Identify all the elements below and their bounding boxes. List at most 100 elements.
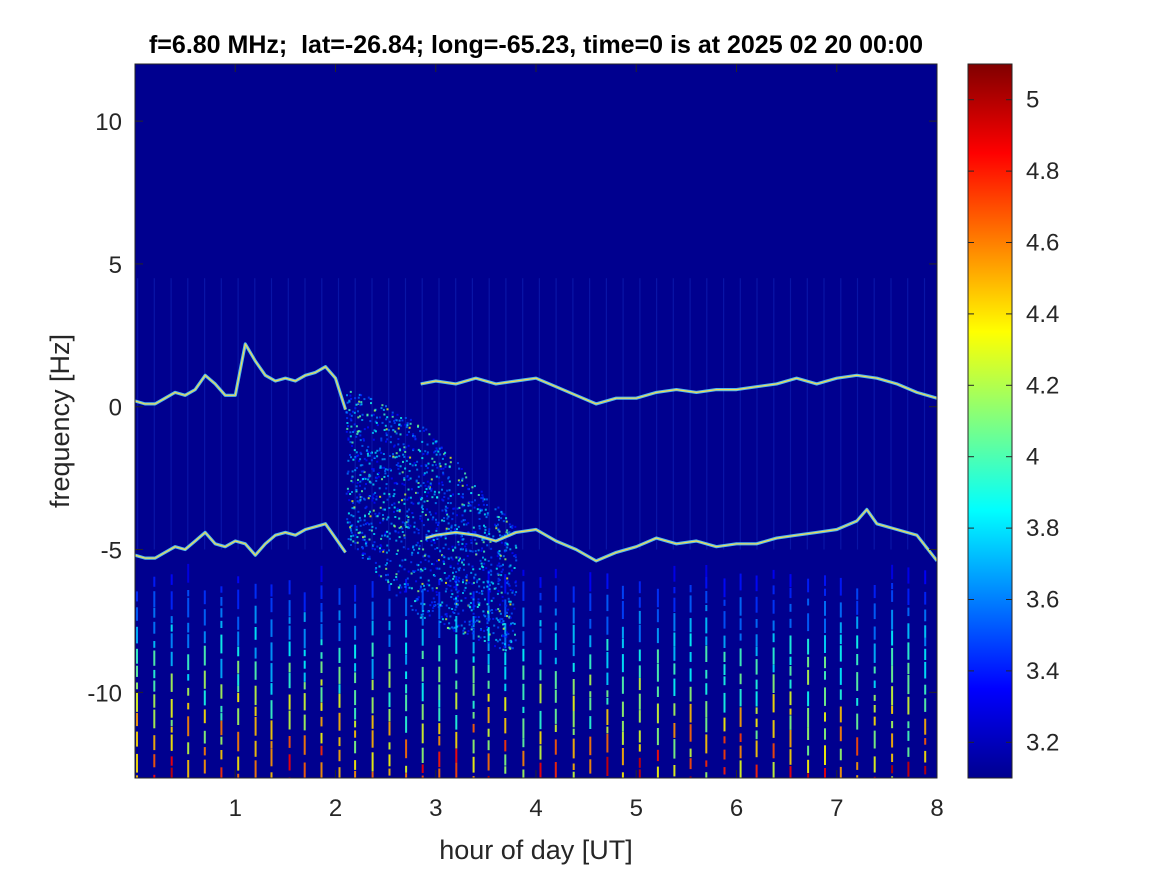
- noise-dot: [496, 564, 499, 567]
- noise-dot: [433, 575, 436, 577]
- noise-dot: [483, 531, 486, 534]
- noise-dot: [447, 477, 450, 480]
- stripe-segment: [170, 726, 173, 733]
- noise-dot: [350, 456, 352, 459]
- noise-dot: [372, 469, 375, 472]
- noise-dot: [405, 426, 408, 429]
- noise-dot: [402, 460, 404, 463]
- noise-dot: [510, 641, 513, 644]
- noise-dot: [395, 576, 398, 578]
- noise-dot: [514, 639, 517, 642]
- noise-dot: [398, 472, 401, 475]
- colorbar-frame: [967, 63, 1013, 779]
- noise-dot: [450, 596, 453, 598]
- stripe-segment: [338, 712, 341, 731]
- noise-dot: [490, 563, 493, 566]
- noise-dot: [438, 476, 441, 479]
- stripe-segment: [589, 618, 592, 629]
- stripe-segment: [789, 588, 792, 599]
- noise-dot: [437, 450, 440, 453]
- noise-dot: [395, 419, 398, 422]
- stripe-segment: [303, 672, 306, 682]
- noise-dot: [412, 516, 415, 519]
- noise-dot: [417, 551, 420, 554]
- noise-dot: [439, 621, 442, 623]
- stripe-segment: [673, 739, 676, 759]
- stripe-segment: [320, 603, 323, 611]
- noise-dot: [497, 619, 499, 622]
- stripe-segment: [136, 731, 138, 747]
- faint-streak: [321, 278, 323, 550]
- noise-dot: [410, 587, 413, 590]
- noise-dot: [458, 556, 460, 559]
- noise-dot: [445, 529, 448, 532]
- stripe-segment: [438, 768, 441, 778]
- noise-dot: [489, 590, 492, 593]
- noise-dot: [375, 567, 378, 570]
- noise-dot: [373, 533, 376, 535]
- noise-dot: [437, 603, 440, 606]
- noise-dot: [443, 623, 446, 626]
- noise-dot: [499, 618, 501, 621]
- stripe-segment: [621, 676, 624, 694]
- noise-dot: [419, 496, 422, 499]
- stripe-segment: [673, 597, 676, 612]
- noise-dot: [411, 608, 414, 611]
- stripe-segment: [539, 683, 542, 704]
- noise-dot: [436, 449, 439, 452]
- noise-dot: [502, 635, 505, 638]
- stripe-segment: [705, 669, 708, 679]
- stripe-segment: [438, 699, 441, 708]
- noise-dot: [452, 512, 455, 515]
- noise-dot: [347, 438, 350, 441]
- stripe-segment: [689, 595, 692, 613]
- stripe-segment: [572, 738, 575, 759]
- noise-dot: [405, 459, 408, 462]
- noise-dot: [502, 563, 504, 566]
- noise-dot: [395, 573, 398, 576]
- noise-dot: [443, 556, 446, 559]
- noise-dot: [409, 456, 412, 459]
- stripe-segment: [638, 597, 641, 608]
- stripe-segment: [673, 765, 676, 777]
- stripe-segment: [472, 656, 475, 663]
- noise-dot: [440, 605, 443, 607]
- noise-dot: [407, 455, 410, 458]
- noise-dot: [475, 553, 478, 556]
- noise-dot: [506, 592, 509, 595]
- noise-dot: [482, 503, 485, 506]
- noise-dot: [507, 608, 510, 611]
- stripe-segment: [220, 608, 223, 618]
- noise-dot: [400, 540, 403, 543]
- noise-dot: [439, 465, 442, 468]
- noise-dot: [497, 582, 500, 585]
- noise-dot: [374, 561, 377, 564]
- stripe-segment: [220, 705, 223, 713]
- noise-dot: [372, 509, 375, 512]
- noise-dot: [435, 463, 437, 466]
- noise-dot: [366, 521, 369, 524]
- faint-streak: [538, 278, 540, 550]
- stripe-segment: [237, 646, 240, 657]
- stripe-segment: [187, 622, 190, 633]
- colorbar-tick-label: 4: [1026, 444, 1039, 471]
- noise-dot: [423, 584, 425, 587]
- noise-dot: [481, 497, 484, 500]
- stripe-segment: [388, 721, 391, 736]
- noise-dot: [356, 432, 359, 435]
- noise-dot: [388, 495, 391, 498]
- noise-dot: [357, 510, 360, 513]
- stripe-segment: [739, 689, 742, 707]
- noise-dot: [468, 504, 471, 506]
- noise-dot: [473, 605, 476, 608]
- stripe-segment: [504, 718, 507, 734]
- noise-dot: [437, 521, 440, 524]
- noise-dot: [403, 483, 406, 486]
- noise-dot: [384, 470, 387, 472]
- stripe-segment: [303, 682, 306, 690]
- stripe-segment: [170, 574, 173, 585]
- noise-dot: [373, 456, 376, 459]
- stripe-segment: [203, 609, 206, 626]
- noise-dot: [354, 397, 357, 400]
- stripe-segment: [153, 709, 156, 729]
